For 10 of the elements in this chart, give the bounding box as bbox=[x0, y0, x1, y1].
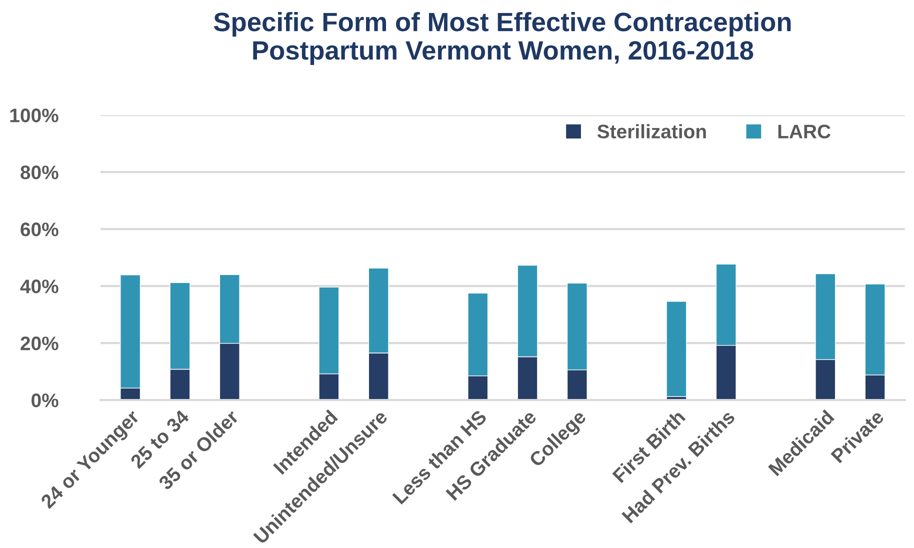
y-tick-label: 0% bbox=[32, 394, 58, 408]
bar bbox=[666, 301, 687, 397]
y-tick-label: 60% bbox=[20, 222, 58, 236]
chart-title: Specific Form of Most Effective Contraception Postpartum Vermont Women, 2016-2018 bbox=[214, 12, 791, 65]
y-tick-label: 20% bbox=[20, 336, 58, 350]
y-tick-label: 40% bbox=[20, 280, 58, 294]
legend-label: LARC bbox=[778, 124, 831, 138]
legend-label: Sterilization bbox=[597, 124, 706, 138]
y-tick-label: 80% bbox=[20, 166, 58, 180]
y-tick-label: 100% bbox=[10, 108, 58, 122]
